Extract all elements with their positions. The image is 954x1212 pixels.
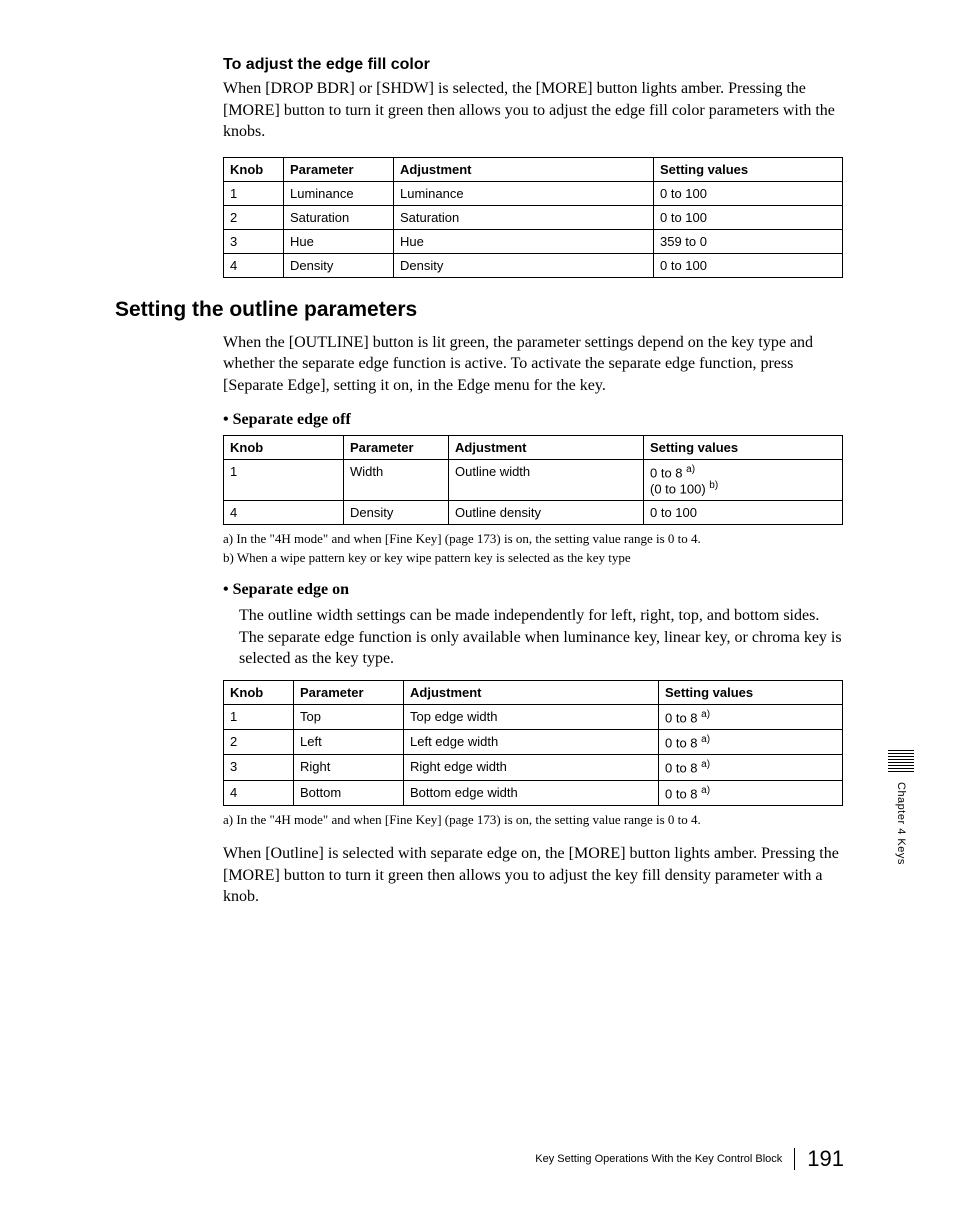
table-sep-edge-on: Knob Parameter Adjustment Setting values… <box>223 680 843 806</box>
table-row: 1TopTop edge width0 to 8 a) <box>224 704 843 729</box>
side-lines-icon <box>888 750 914 772</box>
side-tab: Chapter 4 Keys <box>888 750 914 865</box>
bullet-sep-edge-on: Separate edge on <box>223 581 843 599</box>
th-knob: Knob <box>224 680 294 704</box>
th-knob: Knob <box>224 435 344 459</box>
th-knob: Knob <box>224 157 284 181</box>
th-parameter: Parameter <box>344 435 449 459</box>
footer-section-title: Key Setting Operations With the Key Cont… <box>535 1153 782 1165</box>
table-row: 2SaturationSaturation0 to 100 <box>224 205 843 229</box>
footnotes-t2: a) In the "4H mode" and when [Fine Key] … <box>223 531 843 567</box>
cell-multiline: 0 to 8 a)(0 to 100) b) <box>644 459 843 501</box>
table-row: 4DensityDensity0 to 100 <box>224 253 843 277</box>
table-header-row: Knob Parameter Adjustment Setting values <box>224 157 843 181</box>
table-row: 4DensityOutline density0 to 100 <box>224 501 843 525</box>
th-setting: Setting values <box>659 680 843 704</box>
table-row: 1 Width Outline width 0 to 8 a)(0 to 100… <box>224 459 843 501</box>
th-setting: Setting values <box>644 435 843 459</box>
content-area: To adjust the edge fill color When [DROP… <box>223 56 843 278</box>
table-row: 2LeftLeft edge width0 to 8 a) <box>224 730 843 755</box>
table-edge-fill: Knob Parameter Adjustment Setting values… <box>223 157 843 278</box>
table-row: 3HueHue359 to 0 <box>224 229 843 253</box>
table-header-row: Knob Parameter Adjustment Setting values <box>224 435 843 459</box>
page-footer: Key Setting Operations With the Key Cont… <box>115 1146 844 1172</box>
th-adjustment: Adjustment <box>394 157 654 181</box>
footnote-b: b) When a wipe pattern key or key wipe p… <box>223 550 843 567</box>
th-setting: Setting values <box>654 157 843 181</box>
table-sep-edge-off: Knob Parameter Adjustment Setting values… <box>223 435 843 526</box>
page-number: 191 <box>807 1146 844 1172</box>
para-more-outline: When [Outline] is selected with separate… <box>223 843 843 908</box>
side-chapter-label: Chapter 4 Keys <box>895 782 907 865</box>
para-sep-edge-on: The outline width settings can be made i… <box>239 605 843 670</box>
footnotes-t3: a) In the "4H mode" and when [Fine Key] … <box>223 812 843 829</box>
th-parameter: Parameter <box>284 157 394 181</box>
content-area-2: When the [OUTLINE] button is lit green, … <box>223 332 843 908</box>
subheading-edge-fill: To adjust the edge fill color <box>223 56 843 74</box>
footnote-a: a) In the "4H mode" and when [Fine Key] … <box>223 812 843 829</box>
table-header-row: Knob Parameter Adjustment Setting values <box>224 680 843 704</box>
para-edge-fill: When [DROP BDR] or [SHDW] is selected, t… <box>223 78 843 143</box>
table-row: 1LuminanceLuminance0 to 100 <box>224 181 843 205</box>
table-row: 4BottomBottom edge width0 to 8 a) <box>224 780 843 805</box>
para-outline: When the [OUTLINE] button is lit green, … <box>223 332 843 397</box>
th-parameter: Parameter <box>294 680 404 704</box>
heading-outline-params: Setting the outline parameters <box>115 298 844 322</box>
th-adjustment: Adjustment <box>404 680 659 704</box>
table-row: 3RightRight edge width0 to 8 a) <box>224 755 843 780</box>
bullet-sep-edge-off: Separate edge off <box>223 411 843 429</box>
footnote-a: a) In the "4H mode" and when [Fine Key] … <box>223 531 843 548</box>
th-adjustment: Adjustment <box>449 435 644 459</box>
footer-divider <box>794 1148 795 1170</box>
